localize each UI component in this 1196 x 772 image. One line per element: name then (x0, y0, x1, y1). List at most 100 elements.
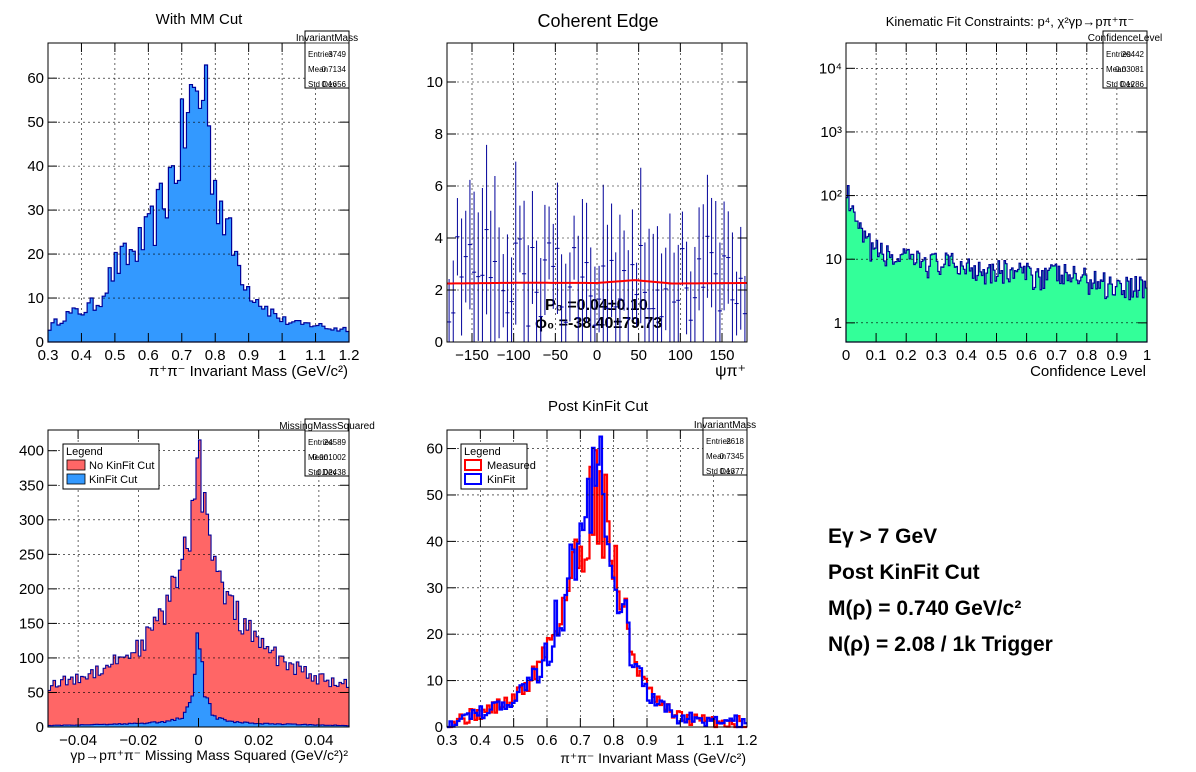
p3-stats-value: 0.1286 (1120, 80, 1145, 89)
p3-stats-key: Entries (1106, 50, 1131, 59)
summary-energy: Eγ > 7 GeV (828, 525, 937, 548)
p1-stats-key: Mean (308, 65, 328, 74)
p4-stats-key: Mean (308, 453, 328, 462)
p4-stats-key: Std Dev (308, 468, 336, 477)
p5-xtick-label: 0.9 (637, 732, 658, 749)
p4-stats-name: MissingMassSquared (279, 421, 375, 432)
p4-stats-value: -0.001002 (310, 453, 347, 462)
p5-title: Post KinFit Cut (548, 398, 649, 415)
p3-ytick-label: 10³ (820, 124, 842, 141)
p4-histogram-no-kinfit (47, 439, 350, 728)
p4-legend-label: No KinFit Cut (89, 460, 154, 472)
p5-ytick-label: 20 (426, 626, 443, 643)
p4-xtick-label: −0.02 (119, 732, 157, 749)
p3-ytick-label: 10² (820, 188, 842, 205)
p1-xtick-label: 1.1 (305, 347, 326, 364)
p4-ytick-label: 350 (19, 477, 44, 494)
summary-mass: M(ρ) = 0.740 GeV/c² (828, 597, 1021, 620)
p5-xtick-label: 1.1 (703, 732, 724, 749)
p2-fit-p0: P₀ =0.04±0.10 (545, 297, 648, 314)
p4-xtick-label: 0 (194, 732, 202, 749)
p5-legend: Legend Measured KinFit (460, 443, 536, 490)
p3-stats-name: ConfidenceLevel (1088, 33, 1163, 44)
p5-stats-name: InvariantMass (694, 420, 756, 431)
p1-stats-frame (304, 30, 350, 89)
p2-ytick-label: 0 (435, 334, 443, 351)
p5-ytick-label: 30 (426, 580, 443, 597)
p3-stats-frame (1102, 30, 1148, 89)
p5-xtick-label: 0.8 (603, 732, 624, 749)
p4-ytick-label: 200 (19, 581, 44, 598)
p2-xtick-label: −50 (543, 347, 568, 364)
p4-xtick-label: −0.04 (59, 732, 97, 749)
p5-xtick-label: 0.6 (537, 732, 558, 749)
p5-xlabel: π⁺π⁻ Invariant Mass (GeV/c²) (560, 750, 746, 766)
p2-xtick-label: 150 (709, 347, 734, 364)
p5-ytick-label: 10 (426, 673, 443, 690)
p3-stats-value: 20442 (1122, 50, 1145, 59)
p4-legend: Legend No KinFit Cut KinFit Cut (62, 443, 160, 490)
p2-fit-curve (446, 279, 748, 285)
p2-ytick-label: 10 (426, 74, 443, 91)
p1-ytick-label: 10 (27, 290, 44, 307)
p5-ytick-label: 60 (426, 441, 443, 458)
p4-ytick-label: 50 (27, 684, 44, 701)
p3-xtick-label: 1 (1143, 347, 1151, 364)
p1-xtick-label: 0.8 (205, 347, 226, 364)
p3-title: Kinematic Fit Constraints: p⁴, χ²γp→pπ⁺π… (886, 14, 1135, 29)
p3-xtick-label: 0.1 (866, 347, 887, 364)
p1-stats-value: 0.1656 (322, 80, 347, 89)
p5-stats-value: 2618 (726, 437, 744, 446)
p4-stats-value: 0.02438 (317, 468, 346, 477)
p4-ytick-label: 300 (19, 512, 44, 529)
p1-stats-name: InvariantMass (296, 33, 358, 44)
p4-histogram-kinfit (47, 632, 350, 728)
p5-legend-swatch (464, 459, 482, 471)
p2-ytick-label: 2 (435, 282, 443, 299)
p4-stats-frame (304, 418, 350, 477)
p4-xlabel: γp→pπ⁺π⁻ Missing Mass Squared (GeV/c²)² (70, 747, 348, 763)
p3-frame: 0 0.1 0.2 0.3 0.4 0.5 0.6 0.7 0.8 0.9 1 1 10 10² 10³ 10… (819, 42, 1151, 364)
p1-histogram-bars (47, 64, 350, 343)
p3-xtick-label: 0.2 (896, 347, 917, 364)
p5-line-kinfit (447, 435, 747, 729)
p3-xtick-label: 0.7 (1046, 347, 1067, 364)
p5-stats-key: Entries (706, 437, 731, 446)
p4-stats-value: 24589 (324, 438, 347, 447)
p4-ytick-label: 150 (19, 615, 44, 632)
p3-stats-key: Mean (1106, 65, 1126, 74)
p2-xtick-label: 50 (630, 347, 647, 364)
p3-xtick-label: 0 (842, 347, 850, 364)
p4-ytick-label: 100 (19, 650, 44, 667)
p1-title: With MM Cut (156, 11, 244, 28)
p2-xtick-label: −100 (497, 347, 531, 364)
p3-histogram-bars (845, 185, 1148, 343)
p2-title: Coherent Edge (537, 11, 658, 31)
p3-xtick-label: 0.4 (956, 347, 977, 364)
p1-ytick-label: 20 (27, 246, 44, 263)
p1-xtick-label: 0.6 (138, 347, 159, 364)
p2-xlabel: ψπ⁺ (715, 363, 746, 380)
p4-ytick-label: 250 (19, 546, 44, 563)
p3-xtick-label: 0.5 (986, 347, 1007, 364)
p5-ytick-label: 0 (435, 719, 443, 736)
p4-legend-label: KinFit Cut (89, 474, 137, 486)
p5-ytick-label: 50 (426, 487, 443, 504)
p2-ytick-label: 8 (435, 126, 443, 143)
p1-xtick-label: 0.3 (38, 347, 59, 364)
p5-stats-key: Std Dev (706, 467, 734, 476)
p5-ytick-label: 40 (426, 533, 443, 550)
p4-frame: −0.04 −0.02 0 0.02 0.04 0 50 100 150 200 250 300 350… (19, 429, 350, 749)
p4-legend-title: Legend (66, 446, 103, 458)
p3-stats-value: 0.03081 (1115, 65, 1144, 74)
p5-stats-value: 0.7345 (720, 452, 745, 461)
p5-stats-value: 0.1377 (720, 467, 745, 476)
p1-stats-value: 0.7134 (322, 65, 347, 74)
p1-xtick-label: 0.7 (171, 347, 192, 364)
p5-xtick-label: 0.5 (503, 732, 524, 749)
p1-xtick-label: 0.9 (238, 347, 259, 364)
p1-xtick-label: 1.2 (339, 347, 360, 364)
p5-xtick-label: 1 (676, 732, 684, 749)
p2-xtick-label: 0 (593, 347, 601, 364)
